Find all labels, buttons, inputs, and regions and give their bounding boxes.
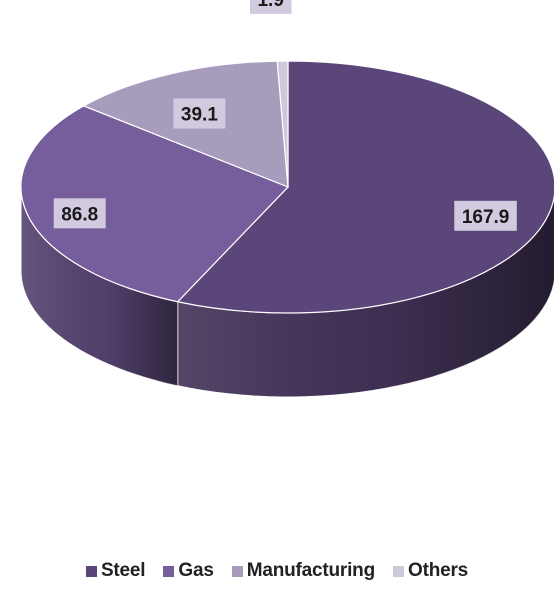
data-label-box (454, 200, 517, 231)
pie-tops (20, 60, 554, 314)
legend-label: Steel (100, 560, 146, 581)
legend-label: Others (408, 560, 469, 581)
legend-item-others: Others (393, 560, 468, 582)
legend-swatch (393, 565, 404, 577)
data-label-steel: 167.9 (462, 207, 510, 228)
pie-side-shading-steel (177, 197, 554, 397)
legend-item-manufacturing: Manufacturing (231, 560, 375, 582)
data-label-manufacturing: 39.1 (181, 105, 218, 126)
legend-swatch (85, 565, 97, 577)
pie-side-shading-gas (21, 187, 178, 386)
legend-swatch (163, 565, 175, 577)
data-label-box (173, 98, 226, 129)
data-label-others: 1.9 (257, 0, 283, 11)
legend-item-steel: Steel (85, 560, 146, 582)
legend-label: Manufacturing (246, 560, 375, 581)
legend-item-gas: Gas (163, 560, 214, 582)
data-labels: 167.9 86.8 39.1 1.9 (53, 0, 517, 231)
legend: Steel Gas Manufacturing Others (0, 556, 554, 586)
data-label-gas: 86.8 (61, 204, 98, 225)
legend-swatch (231, 565, 243, 577)
data-label-box (250, 0, 292, 14)
data-label-box (53, 198, 106, 229)
legend-label: Gas (178, 560, 214, 581)
pie-slice-gas (20, 105, 290, 303)
pie-sides (20, 186, 554, 398)
pie-slice-steel (176, 60, 554, 314)
pie-slice-others (276, 60, 289, 188)
